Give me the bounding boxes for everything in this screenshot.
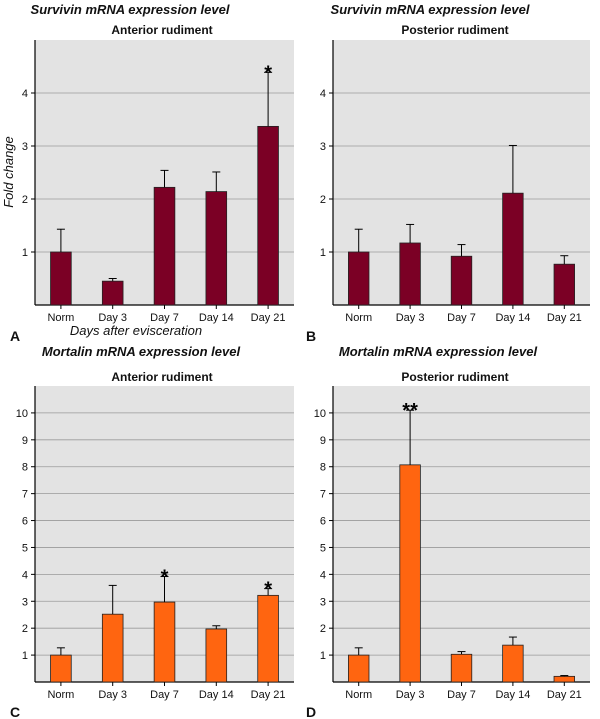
y-tick-label: 2 [22,623,28,635]
y-tick-label: 3 [320,596,326,608]
x-tick-label: Day 7 [447,689,476,701]
panel-a-title: Survivin mRNA expression level [31,2,230,17]
panel-d-label: D [306,704,316,719]
bar [450,255,473,306]
panel-c-title: Mortalin mRNA expression level [42,344,241,359]
x-tick-label: Day 14 [495,312,530,324]
x-tick-label: Day 7 [150,312,179,324]
x-tick-label: Day 21 [547,689,582,701]
bar [348,654,370,683]
panel-d-subtitle: Posterior rudiment [401,370,508,384]
panel-b-subtitle: Posterior rudiment [401,23,508,37]
y-tick-label: 2 [320,194,326,206]
y-tick-label: 3 [22,596,28,608]
bar [502,192,524,306]
bar [399,242,421,306]
panel-b: Survivin mRNA expression level Posterior… [306,2,590,344]
y-tick-label: 1 [22,247,28,259]
bar [450,653,473,683]
y-tick-label: 4 [22,569,28,581]
bar [50,654,72,683]
bar [257,594,279,683]
x-tick-label: Day 3 [396,689,425,701]
bar [553,675,575,683]
bar [50,251,72,306]
bar [205,628,228,683]
y-tick-label: 6 [22,516,28,528]
y-tick-label: 8 [320,462,326,474]
bar [399,464,421,683]
bar [101,613,124,683]
y-tick-label: 4 [22,88,28,100]
y-tick-label: 5 [22,542,28,554]
plot-background [333,386,590,682]
significance-marker: * [264,62,272,84]
panel-c: Mortalin mRNA expression level Anterior … [10,344,294,719]
bar [153,601,176,683]
x-tick-label: Day 7 [447,312,476,324]
y-tick-label: 4 [320,88,326,100]
panel-b-label: B [306,328,316,344]
y-tick-label: 3 [320,141,326,153]
significance-marker: ** [402,400,418,422]
y-tick-label: 1 [320,247,326,259]
x-tick-label: Day 3 [98,312,127,324]
y-tick-label: 7 [320,489,326,501]
x-tick-label: Day 21 [547,312,582,324]
y-tick-label: 10 [314,408,326,420]
bar [101,280,124,306]
bar [502,644,524,683]
y-tick-label: 5 [320,542,326,554]
panel-a-ylabel: Fold change [1,136,16,208]
y-tick-label: 1 [22,650,28,662]
x-tick-label: Norm [345,689,372,701]
panel-c-subtitle: Anterior rudiment [111,370,212,384]
panel-b-plot: 1 2 3 4 Norm Day 3 Day 7 Day 14 Day 21 [320,40,590,324]
panel-c-label: C [10,704,20,719]
panel-a-plot: 1 2 3 4 Norm Day 3 Day 7 Day 14 * Day 21 [22,40,294,324]
bar [257,125,279,306]
y-tick-label: 3 [22,141,28,153]
panel-a-xlabel: Days after evisceration [70,323,202,338]
y-tick-label: 1 [320,650,326,662]
x-tick-label: Norm [345,312,372,324]
y-tick-label: 4 [320,569,326,581]
x-tick-label: Day 14 [495,689,530,701]
y-tick-label: 8 [22,462,28,474]
x-tick-label: Day 14 [199,689,234,701]
panel-d-plot: 1 2 3 4 5 6 7 8 9 10 Norm ** Day 3 Day 7 Day 14 Day 21 [314,386,590,701]
y-tick-label: 10 [16,408,28,420]
significance-marker: * [161,567,169,589]
x-tick-label: Day 21 [251,689,286,701]
panel-a-label: A [10,328,20,344]
x-tick-label: Day 14 [199,312,234,324]
x-tick-label: Day 21 [251,312,286,324]
panel-a-subtitle: Anterior rudiment [111,23,212,37]
y-tick-label: 9 [22,435,28,447]
y-tick-label: 9 [320,435,326,447]
panel-a: Survivin mRNA expression level Anterior … [1,2,294,344]
panel-c-plot: 1 2 3 4 5 6 7 8 9 10 Norm Day 3 * Day 7 Day 14 * Day 21 [16,386,294,701]
y-tick-label: 2 [320,623,326,635]
x-tick-label: Day 7 [150,689,179,701]
bar [553,263,575,306]
panel-d: Mortalin mRNA expression level Posterior… [306,344,590,719]
y-tick-label: 6 [320,516,326,528]
y-tick-label: 7 [22,489,28,501]
panel-d-title: Mortalin mRNA expression level [339,344,538,359]
bar [348,251,370,306]
x-tick-label: Day 3 [98,689,127,701]
bar [205,191,228,306]
x-tick-label: Norm [47,689,74,701]
bar [153,186,176,306]
x-tick-label: Day 3 [396,312,425,324]
panel-b-title: Survivin mRNA expression level [331,2,530,17]
y-tick-label: 2 [22,194,28,206]
significance-marker: * [264,579,272,601]
x-tick-label: Norm [47,312,74,324]
